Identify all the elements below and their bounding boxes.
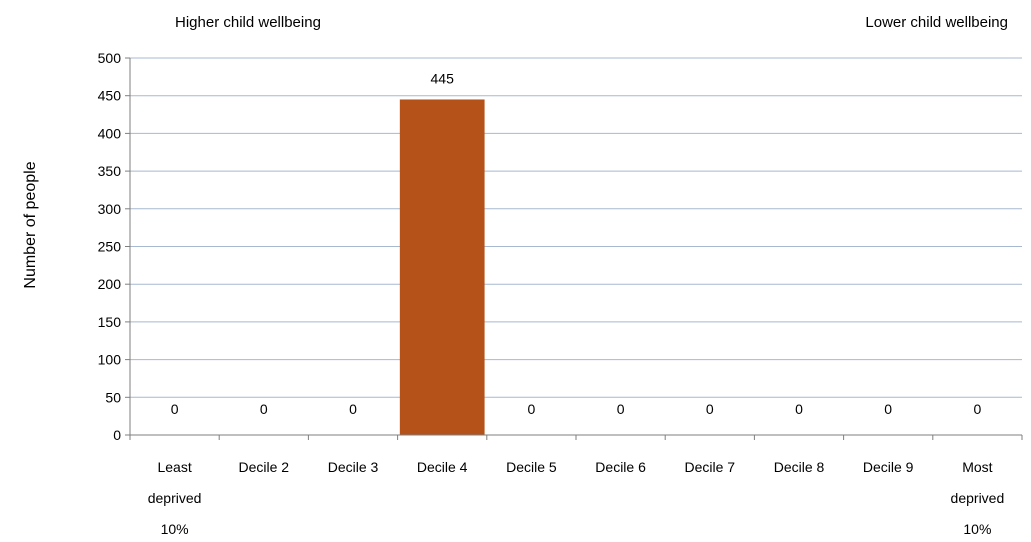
y-tick-label: 500 — [98, 50, 122, 66]
y-tick-label: 50 — [105, 389, 121, 405]
y-tick-label: 200 — [98, 276, 122, 292]
data-label: 0 — [795, 401, 803, 417]
x-tick-label: Decile 3 — [328, 459, 379, 475]
y-tick-label: 300 — [98, 201, 122, 217]
x-tick-label: Decile 2 — [239, 459, 290, 475]
y-tick-label: 450 — [98, 88, 122, 104]
data-label: 0 — [617, 401, 625, 417]
x-tick-label: Most deprived 10% — [951, 459, 1005, 537]
y-tick-label: 350 — [98, 163, 122, 179]
x-tick-label: Decile 8 — [774, 459, 825, 475]
x-tick-label: Decile 4 — [417, 459, 468, 475]
x-tick-label: Decile 7 — [685, 459, 736, 475]
bar — [399, 99, 485, 435]
x-tick-label: Decile 6 — [595, 459, 646, 475]
y-tick-label: 100 — [98, 352, 122, 368]
data-label: 445 — [431, 70, 455, 86]
data-label: 0 — [884, 401, 892, 417]
data-label: 0 — [974, 401, 982, 417]
x-tick-label: Decile 9 — [863, 459, 914, 475]
data-label: 0 — [528, 401, 536, 417]
y-tick-label: 150 — [98, 314, 122, 330]
data-label: 0 — [171, 401, 179, 417]
x-tick-label: Least deprived 10% — [148, 459, 202, 537]
y-tick-label: 0 — [113, 427, 121, 443]
annotation-lower-wellbeing: Lower child wellbeing — [865, 14, 1008, 31]
data-label: 0 — [260, 401, 268, 417]
x-tick-label: Decile 5 — [506, 459, 557, 475]
data-label: 0 — [706, 401, 714, 417]
y-tick-label: 250 — [98, 239, 122, 255]
data-label: 0 — [349, 401, 357, 417]
annotation-higher-wellbeing: Higher child wellbeing — [175, 14, 321, 31]
y-tick-label: 400 — [98, 125, 122, 141]
